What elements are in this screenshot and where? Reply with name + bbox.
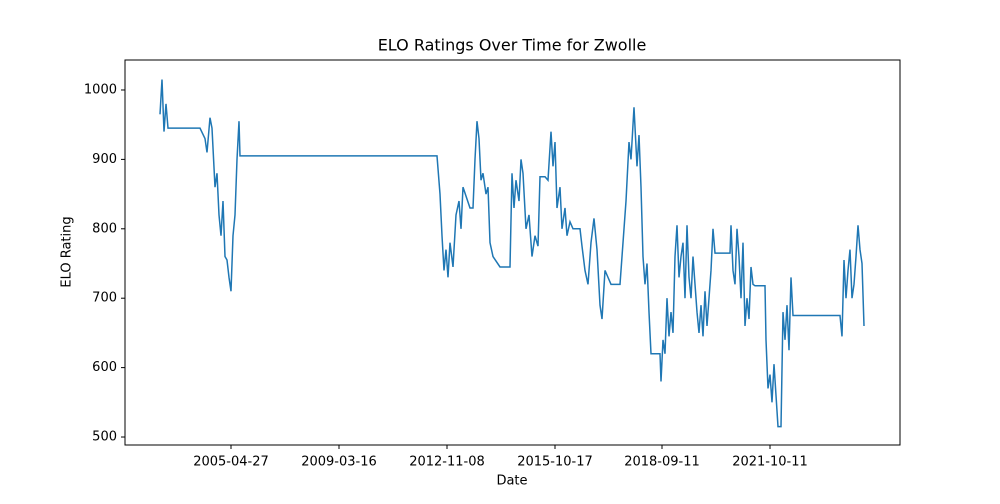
y-tick-label: 600 <box>92 360 117 375</box>
x-tick-label: 2009-03-16 <box>301 455 377 470</box>
x-tick-label: 2012-11-08 <box>409 455 485 470</box>
x-tick-label: 2021-10-11 <box>732 455 808 470</box>
y-tick-label: 900 <box>92 152 117 167</box>
y-axis-label: ELO Rating <box>60 216 75 287</box>
y-tick-label: 1000 <box>84 82 117 97</box>
x-tick-label: 2015-10-17 <box>517 455 593 470</box>
plot-frame <box>124 59 901 446</box>
y-tick-label: 700 <box>92 291 117 306</box>
x-tick-label: 2018-09-11 <box>624 455 700 470</box>
y-tick-label: 500 <box>92 430 117 445</box>
chart-title: ELO Ratings Over Time for Zwolle <box>378 36 647 55</box>
data-line <box>159 79 865 428</box>
x-tick-label: 2005-04-27 <box>193 455 269 470</box>
y-tick-label: 800 <box>92 221 117 236</box>
x-axis-label: Date <box>496 474 527 489</box>
